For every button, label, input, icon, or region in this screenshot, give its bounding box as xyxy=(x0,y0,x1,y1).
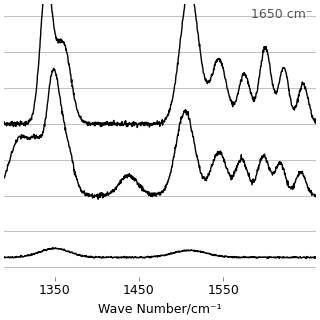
Text: 1650 cm⁻: 1650 cm⁻ xyxy=(251,8,313,21)
X-axis label: Wave Number/cm⁻¹: Wave Number/cm⁻¹ xyxy=(98,303,222,316)
